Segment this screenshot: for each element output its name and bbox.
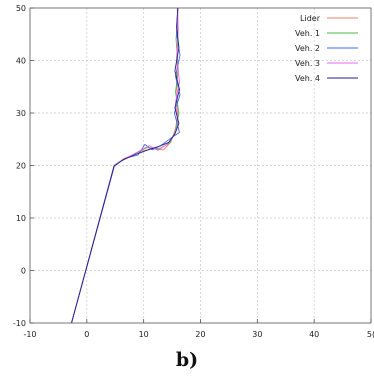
y-tick-label: 0 [21,267,26,276]
grid-lines [30,8,371,323]
y-tick-label: 20 [16,162,26,171]
y-tick-label: 50 [16,4,26,13]
x-tick-label: 30 [252,330,262,339]
x-tick-label: 40 [309,330,319,339]
x-tick-label: 0 [84,330,89,339]
legend-label: Veh. 2 [295,44,320,53]
y-tick-label: 10 [16,214,26,223]
legend: Lider Veh. 1 Veh. 2 Veh. 3 Veh. 4 [295,14,358,83]
y-tick-label: 40 [16,57,26,66]
legend-label: Veh. 3 [295,59,320,68]
x-tick-label: 5( [367,330,374,339]
x-tick-label: 10 [139,330,149,339]
y-tick-label: 30 [16,109,26,118]
chart: -10 0 10 20 30 40 5( -10 0 10 20 30 40 50 Lider Veh. … [13,4,374,339]
legend-label: Lider [300,14,321,23]
legend-label: Veh. 1 [295,29,320,38]
figure-caption: b) [175,349,199,371]
y-axis-ticks: -10 0 10 20 30 40 50 [13,4,34,328]
series-line-veh-4 [71,7,180,324]
x-tick-label: 20 [195,330,205,339]
y-tick-label: -10 [13,319,26,328]
legend-label: Veh. 4 [295,74,320,83]
x-axis-ticks: -10 0 10 20 30 40 5( [23,319,374,339]
x-tick-label: -10 [23,330,36,339]
series-lines [71,7,181,324]
